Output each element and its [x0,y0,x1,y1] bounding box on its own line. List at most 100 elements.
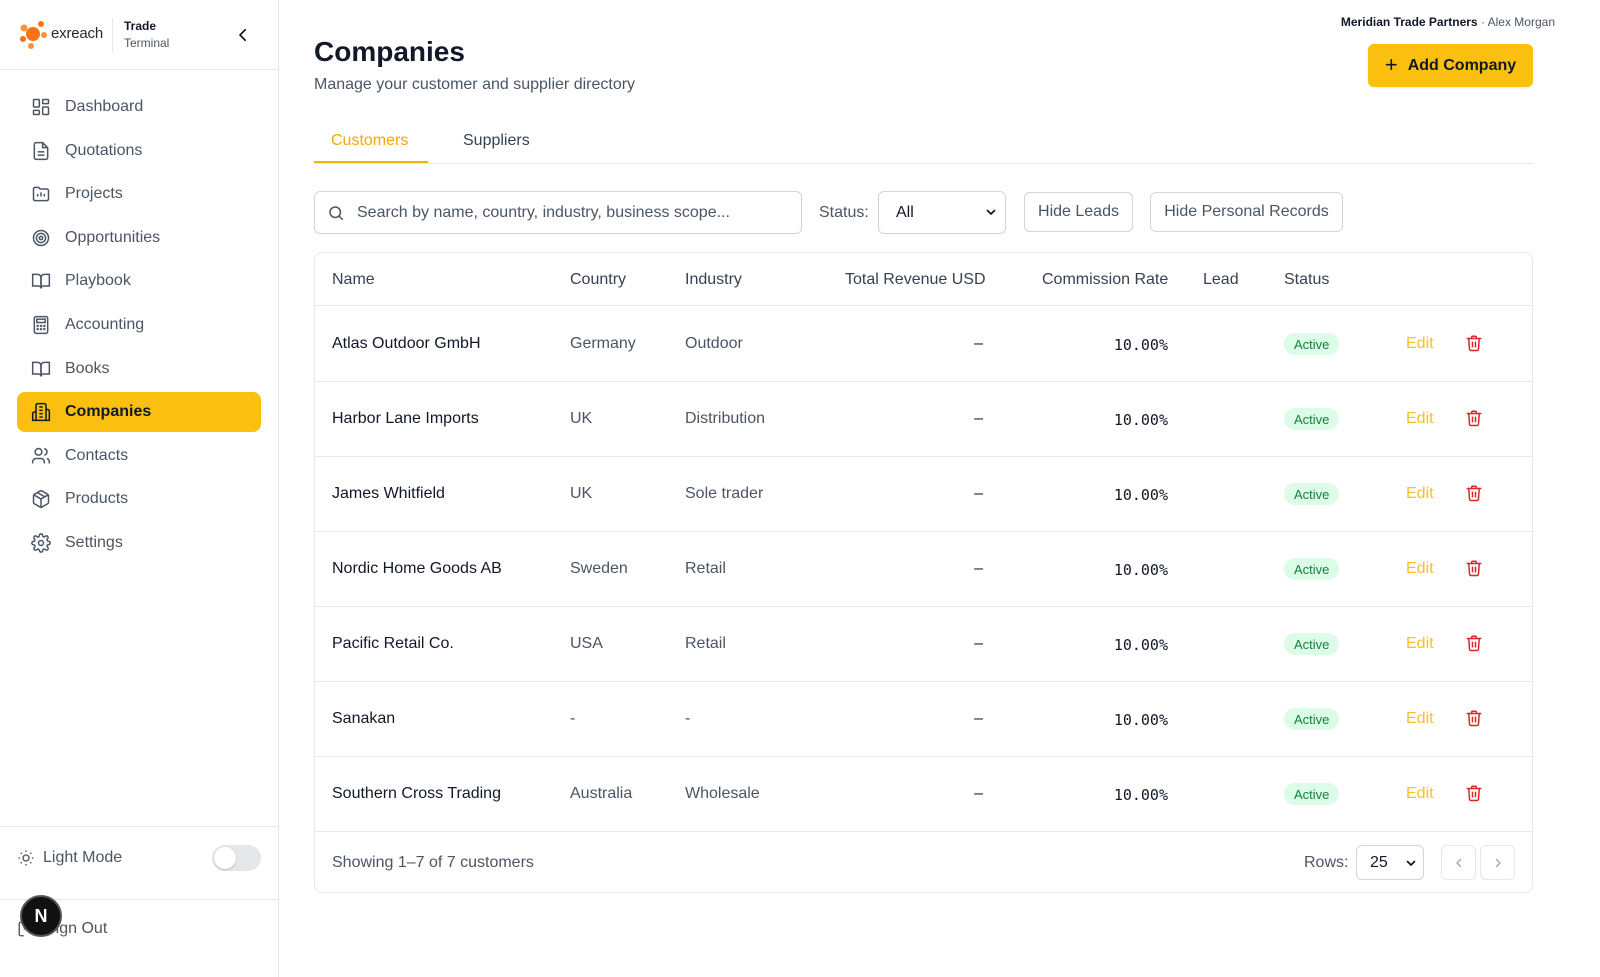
sidebar-item-settings[interactable]: Settings [17,523,261,563]
table-footer: Showing 1–7 of 7 customers Rows: 25 [315,832,1532,892]
brand-divider [112,18,113,52]
company-country: UK [570,410,593,427]
table-row[interactable]: Atlas Outdoor GmbH Germany Outdoor – 10.00% A… [315,307,1532,382]
table-row[interactable]: James Whitfield UK Sole trader – 10.00% Activ… [315,457,1532,532]
collapse-sidebar-chevron-left-icon[interactable] [234,26,252,44]
status-badge: Active [1284,558,1340,580]
company-country: Sweden [570,560,628,577]
calculator-icon [33,315,49,335]
hide-personal-records-button[interactable]: Hide Personal Records [1150,192,1343,232]
hide-leads-button[interactable]: Hide Leads [1024,192,1133,232]
search-input[interactable] [357,203,797,222]
sidebar-item-label: Opportunities [65,228,161,246]
users-icon [31,447,51,464]
edit-button[interactable]: Edit [1406,485,1434,502]
delete-trash-icon[interactable] [1465,559,1483,579]
edit-button[interactable]: Edit [1406,560,1434,577]
companies-table: Name Country Industry Total Revenue USD … [314,252,1533,893]
delete-trash-icon[interactable] [1465,709,1483,729]
chevron-right-icon [1495,858,1501,867]
edit-button[interactable]: Edit [1406,710,1434,727]
sidebar-item-companies[interactable]: Companies [17,392,261,433]
next-page-button[interactable] [1480,845,1515,880]
sidebar-item-products[interactable]: Products [17,479,261,519]
edit-button[interactable]: Edit [1406,785,1434,802]
sidebar-item-dashboard[interactable]: Dashboard [17,87,261,127]
company-name[interactable]: Nordic Home Goods AB [332,560,502,577]
sidebar-item-quotations[interactable]: Quotations [17,131,261,171]
company-industry: Retail [685,560,726,577]
chevron-left-icon [1455,858,1461,867]
company-commission: 10.00% [1113,786,1168,804]
status-filter-select[interactable]: All [878,191,1006,234]
sidebar-item-opportunities[interactable]: Opportunities [17,218,261,258]
company-name[interactable]: Harbor Lane Imports [332,410,479,427]
company-name[interactable]: Atlas Outdoor GmbH [332,335,481,352]
company-revenue: – [974,410,983,427]
delete-trash-icon[interactable] [1465,334,1483,354]
delete-trash-icon[interactable] [1465,784,1483,804]
company-industry: Retail [685,635,726,652]
column-header-status[interactable]: Status [1284,271,1330,288]
column-header-lead[interactable]: Lead [1203,271,1239,288]
edit-button[interactable]: Edit [1406,335,1434,352]
sidebar-item-books[interactable]: Books [17,349,261,389]
sidebar-item-label: Books [65,359,110,377]
tab-customers[interactable]: Customers [331,132,409,149]
column-header-revenue[interactable]: Total Revenue USD [845,271,986,288]
sidebar-item-projects[interactable]: Projects [17,174,261,214]
column-header-commission[interactable]: Commission Rate [1042,271,1169,288]
status-badge: Active [1284,333,1340,355]
table-row[interactable]: Sanakan - - – 10.00% Active Edit [315,682,1532,757]
company-commission: 10.00% [1113,636,1168,654]
company-commission: 10.00% [1113,711,1168,729]
sun-icon [18,850,34,866]
rows-per-page-select[interactable]: 25 [1356,845,1424,880]
gear-icon [31,533,51,553]
company-name[interactable]: Southern Cross Trading [332,785,501,802]
company-name[interactable]: Pacific Retail Co. [332,635,454,652]
company-name[interactable]: James Whitfield [332,485,445,502]
add-company-button[interactable]: + Add Company [1368,44,1533,87]
brand-subtitle: Terminal [124,36,170,50]
company-industry: Sole trader [685,485,764,502]
delete-trash-icon[interactable] [1465,409,1483,429]
table-row[interactable]: Southern Cross Trading Australia Wholesale… [315,757,1532,832]
column-header-name[interactable]: Name [332,271,375,288]
sidebar-item-contacts[interactable]: Contacts [17,436,261,476]
company-country: - [570,710,576,727]
tab-suppliers[interactable]: Suppliers [463,132,530,149]
theme-toggle[interactable] [212,845,261,871]
rows-per-page-label: Rows: [1304,854,1349,871]
edit-button[interactable]: Edit [1406,635,1434,652]
column-header-country[interactable]: Country [570,271,627,288]
sidebar-item-label: Products [65,490,129,508]
sidebar-item-accounting[interactable]: Accounting [17,305,261,345]
search-icon [329,205,344,220]
sidebar-item-label: Projects [65,185,123,203]
pagination-summary: Showing 1–7 of 7 customers [332,854,534,871]
logo-text: exreach [51,25,103,42]
user-name: Alex Morgan [1487,15,1555,29]
company-name[interactable]: Sanakan [332,710,396,727]
sidebar-item-label: Settings [65,533,123,551]
table-row[interactable]: Nordic Home Goods AB Sweden Retail – 10.00% A… [315,532,1532,607]
company-revenue: – [974,785,983,802]
company-commission: 10.00% [1113,486,1168,504]
company-industry: Distribution [685,410,766,427]
previous-page-button[interactable] [1441,845,1476,880]
delete-trash-icon[interactable] [1465,484,1483,504]
company-industry: Wholesale [685,785,760,802]
add-company-label: Add Company [1407,56,1517,74]
table-row[interactable]: Pacific Retail Co. USA Retail – 10.00% Active… [315,607,1532,682]
account-info: Meridian Trade Partners · Alex Morgan [1341,15,1555,29]
edit-button[interactable]: Edit [1406,410,1434,427]
document-icon [33,141,49,160]
sidebar-item-playbook[interactable]: Playbook [17,261,261,301]
open-book-icon [31,361,51,377]
delete-trash-icon[interactable] [1465,634,1483,654]
sidebar-item-label: Dashboard [65,98,144,115]
column-header-industry[interactable]: Industry [685,271,742,288]
dev-tools-badge[interactable]: N [20,895,62,937]
table-row[interactable]: Harbor Lane Imports UK Distribution – 10.00%… [315,382,1532,457]
